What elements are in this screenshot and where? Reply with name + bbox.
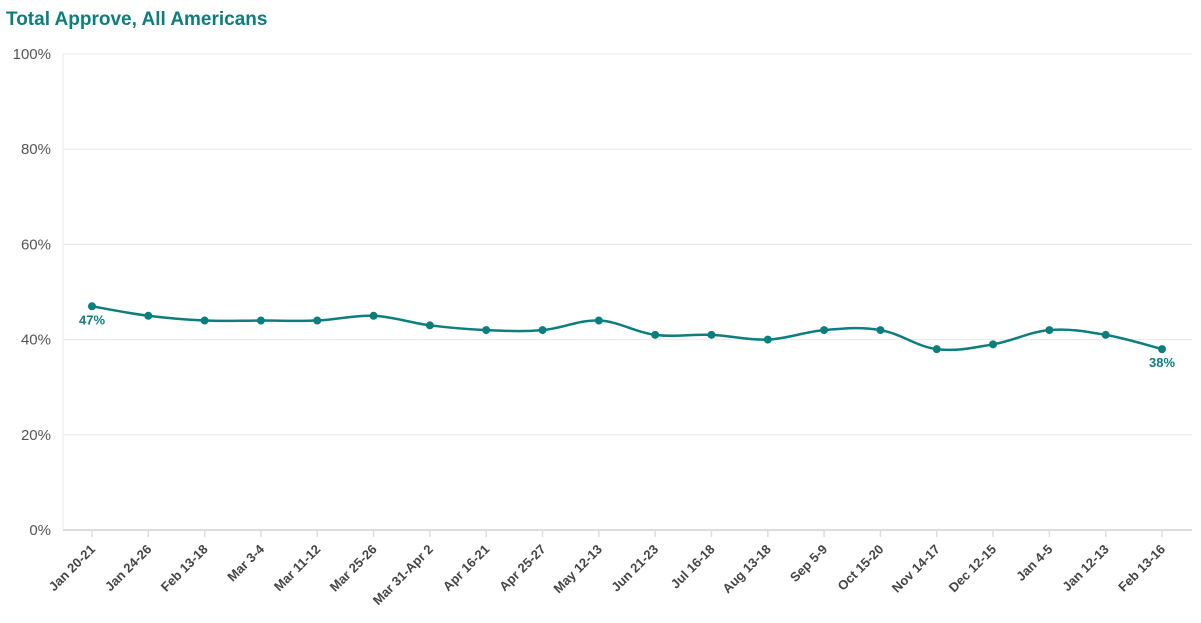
x-tick-label: Jan 20-21 — [46, 542, 99, 595]
data-point — [820, 326, 829, 335]
data-point — [369, 311, 378, 320]
x-tick-label: Mar 31-Apr 2 — [370, 542, 436, 608]
y-tick-label: 20% — [21, 427, 51, 444]
x-tick-label: Jul 16-18 — [668, 542, 718, 592]
x-tick-label: Nov 14-17 — [889, 542, 943, 596]
x-tick-label: Jan 24-26 — [102, 542, 155, 595]
y-tick-label: 0% — [29, 522, 51, 539]
data-label: 38% — [1149, 355, 1175, 370]
x-tick-label: Jan 4-5 — [1013, 542, 1055, 584]
data-point — [313, 316, 322, 325]
y-tick-label: 100% — [13, 46, 51, 63]
data-point — [707, 330, 716, 339]
x-tick-label: Aug 13-18 — [719, 542, 774, 597]
data-point — [594, 316, 603, 325]
data-point — [932, 345, 941, 354]
y-tick-label: 40% — [21, 332, 51, 349]
data-point — [88, 302, 96, 311]
data-point — [256, 316, 265, 325]
x-tick-label: Mar 3-4 — [224, 541, 267, 584]
data-label: 47% — [79, 312, 105, 327]
data-point — [989, 340, 998, 349]
data-point — [1158, 345, 1166, 354]
data-point — [482, 326, 491, 335]
x-tick-label: Feb 13-16 — [1115, 542, 1168, 595]
x-tick-label: May 12-13 — [550, 542, 605, 597]
x-tick-label: Jan 12-13 — [1059, 542, 1112, 595]
data-point — [538, 326, 547, 335]
x-tick-label: Dec 12-15 — [946, 542, 1000, 596]
data-point — [763, 335, 772, 344]
data-point — [651, 330, 660, 339]
y-tick-label: 80% — [21, 141, 51, 158]
data-point — [1045, 326, 1054, 335]
x-tick-label: Mar 25-26 — [327, 542, 380, 595]
chart-title: Total Approve, All Americans — [6, 9, 268, 30]
data-point — [425, 321, 434, 330]
x-tick-label: Jun 21-23 — [608, 542, 661, 595]
x-tick-label: Apr 16-21 — [440, 542, 493, 595]
x-tick-label: Feb 13-18 — [158, 542, 211, 595]
x-tick-label: Mar 11-12 — [271, 542, 324, 595]
y-tick-label: 60% — [21, 236, 51, 253]
x-tick-label: Sep 5-9 — [787, 542, 830, 585]
data-point — [876, 326, 885, 335]
data-point — [144, 311, 153, 320]
data-point — [200, 316, 209, 325]
x-tick-label: Oct 15-20 — [835, 542, 887, 594]
series-line — [91, 305, 1163, 352]
x-tick-label: Apr 25-27 — [496, 542, 549, 595]
data-point — [1101, 330, 1110, 339]
